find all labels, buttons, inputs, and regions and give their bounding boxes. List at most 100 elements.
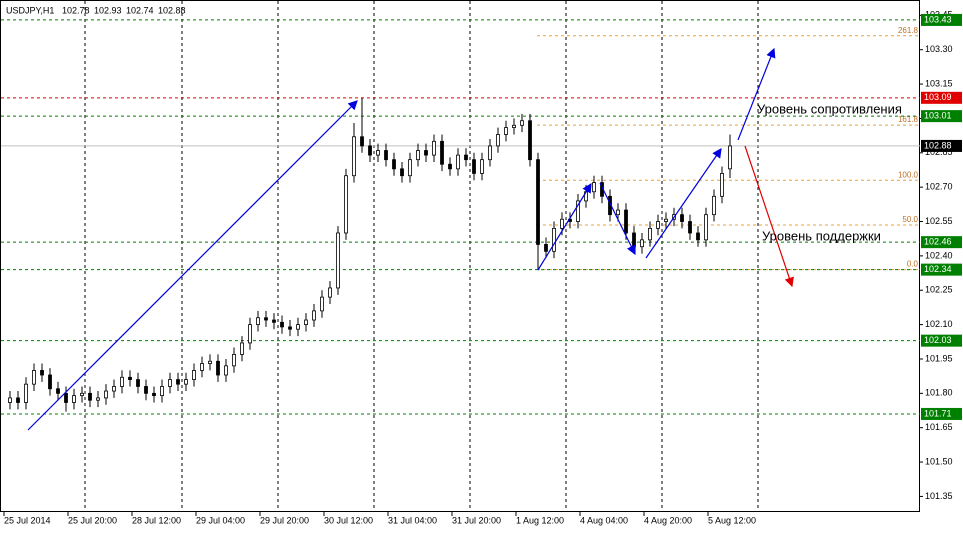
candle-body: [184, 379, 188, 385]
level-label: 102.88: [924, 140, 952, 150]
candle-body: [536, 159, 540, 245]
candle-body: [304, 319, 308, 326]
candle-body: [424, 150, 428, 156]
candle-body: [392, 159, 396, 170]
candle-body: [448, 163, 452, 170]
candle-body: [728, 145, 732, 170]
candle-body: [192, 370, 196, 380]
header-price: 102.93: [94, 5, 122, 15]
y-tick-label: 102.55: [925, 216, 953, 226]
candle-body: [272, 319, 276, 323]
x-tick-label: 4 Aug 20:00: [644, 515, 692, 525]
candle-body: [480, 159, 484, 174]
level-tag: [921, 91, 962, 104]
candle-body: [512, 124, 516, 128]
candle-body: [352, 136, 356, 177]
candle-body: [408, 159, 412, 177]
level-label: 101.71: [924, 408, 952, 418]
annotation: Уровень сопротивления: [757, 101, 902, 116]
level-label: 103.01: [924, 111, 952, 121]
candle-body: [704, 214, 708, 241]
candle-body: [216, 360, 220, 376]
candle-body: [488, 145, 492, 161]
candle-body: [8, 397, 12, 403]
y-tick-label: 101.50: [925, 456, 953, 466]
candle-body: [344, 175, 348, 234]
candle-body: [336, 232, 340, 289]
candle-body: [632, 232, 636, 248]
candle-body: [504, 127, 508, 135]
candle-body: [104, 390, 108, 399]
candle-body: [456, 154, 460, 170]
candle-body: [560, 218, 564, 229]
fibo-label: 161.8: [898, 115, 919, 124]
candle-body: [440, 140, 444, 165]
candle-body: [280, 321, 284, 328]
candle-body: [368, 145, 372, 156]
candle-body: [720, 173, 724, 197]
candle-body: [472, 159, 476, 174]
candle-body: [48, 374, 52, 390]
candle-body: [496, 134, 500, 147]
level-label: 102.03: [924, 335, 952, 345]
candle-body: [144, 386, 148, 394]
level-tag: [921, 236, 962, 249]
candle-body: [712, 195, 716, 216]
candle-body: [592, 182, 596, 193]
candle-body: [624, 209, 628, 234]
level-label: 102.34: [924, 264, 952, 274]
candle-body: [72, 395, 76, 403]
candle-body: [96, 397, 100, 401]
level-tag: [921, 407, 962, 420]
candle-body: [648, 227, 652, 241]
candle-body: [312, 310, 316, 321]
annotation: Уровень поддержки: [762, 228, 881, 243]
x-tick-label: 29 Jul 20:00: [260, 515, 309, 525]
candle-body: [416, 150, 420, 161]
candle-body: [552, 227, 556, 252]
candle-body: [296, 324, 300, 330]
fibo-label: 261.8: [898, 26, 919, 35]
plot-area: [0, 0, 920, 512]
candle-body: [384, 150, 388, 161]
level-tag: [921, 110, 962, 123]
y-tick-label: 103.15: [925, 78, 953, 88]
x-tick-label: 31 Jul 04:00: [388, 515, 437, 525]
candle-body: [64, 392, 68, 403]
candle-body: [528, 120, 532, 161]
y-tick-label: 102.25: [925, 285, 953, 295]
candle-body: [160, 386, 164, 397]
candle-body: [168, 379, 172, 387]
y-tick-label: 103.30: [925, 44, 953, 54]
fibo-label: 100.0: [898, 170, 919, 179]
x-tick-label: 25 Jul 20:00: [68, 515, 117, 525]
candle-body: [16, 397, 20, 403]
trend-lines: [27, 47, 794, 431]
candle-body: [696, 232, 700, 241]
candle-body: [136, 379, 140, 387]
y-tick-label: 102.85: [925, 147, 953, 157]
candle-body: [152, 392, 156, 397]
candle-body: [576, 200, 580, 222]
candle-body: [24, 383, 28, 403]
y-tick-label: 102.70: [925, 182, 953, 192]
x-tick-label: 25 Jul 2014: [4, 515, 51, 525]
candle-body: [208, 360, 212, 364]
candle-body: [224, 365, 228, 376]
candle-body: [400, 168, 404, 177]
vertical-grid: [84, 1, 759, 511]
level-tag: [921, 139, 962, 152]
y-tick-label: 102.40: [925, 250, 953, 260]
candle-body: [688, 221, 692, 234]
candle-body: [656, 221, 660, 229]
candle-body: [200, 363, 204, 371]
y-tick-label: 101.35: [925, 491, 953, 501]
level-tag: [921, 13, 962, 26]
candle-body: [88, 392, 92, 401]
header-price: 102.74: [126, 5, 154, 15]
candle-body: [640, 239, 644, 248]
candle-body: [680, 214, 684, 222]
candle-body: [616, 209, 620, 216]
level-tag: [921, 263, 962, 276]
